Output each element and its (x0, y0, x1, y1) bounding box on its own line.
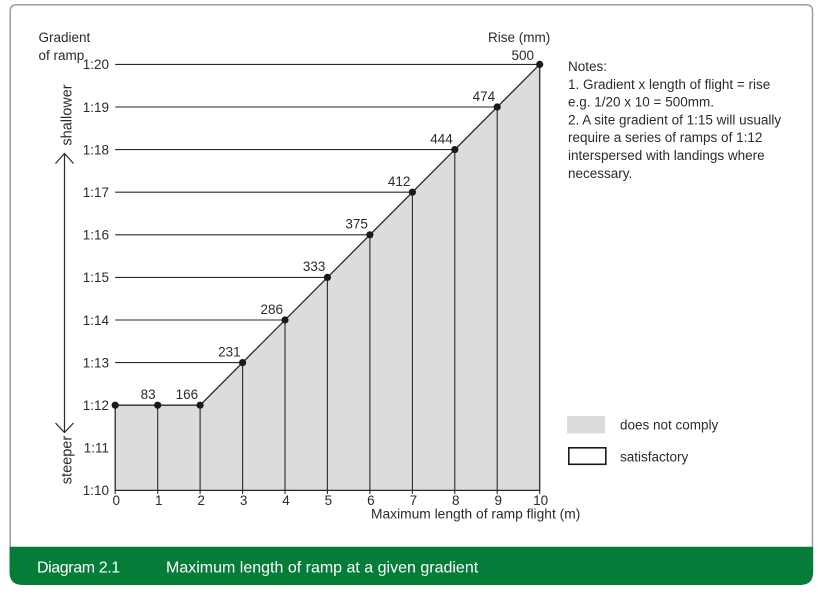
svg-text:Diagram 2.1: Diagram 2.1 (37, 560, 120, 577)
svg-text:83: 83 (141, 387, 156, 402)
svg-text:Notes:: Notes: (568, 59, 607, 74)
svg-text:8: 8 (452, 493, 460, 508)
svg-text:333: 333 (303, 259, 326, 274)
svg-text:1:11: 1:11 (84, 441, 109, 456)
svg-text:1:18: 1:18 (83, 142, 109, 157)
svg-text:steeper: steeper (60, 436, 76, 485)
svg-text:1:13: 1:13 (83, 355, 109, 370)
svg-text:Maximum length of ramp at a gi: Maximum length of ramp at a given gradie… (166, 560, 479, 577)
svg-text:1: 1 (155, 493, 163, 508)
svg-text:375: 375 (345, 217, 368, 232)
svg-text:1:14: 1:14 (83, 313, 110, 328)
svg-text:1:20: 1:20 (83, 57, 109, 72)
svg-text:Maximum length of ramp flight: Maximum length of ramp flight (m) (371, 507, 580, 522)
svg-text:satisfactory: satisfactory (620, 450, 689, 465)
svg-text:5: 5 (325, 493, 333, 508)
svg-text:2. A site gradient of 1:15 wi: 2. A site gradient of 1:15 will usually (568, 112, 781, 127)
svg-text:of ramp: of ramp (39, 48, 85, 63)
svg-text:231: 231 (218, 344, 241, 359)
svg-text:7: 7 (410, 493, 418, 508)
svg-text:1:19: 1:19 (83, 100, 109, 115)
svg-text:412: 412 (388, 174, 411, 189)
svg-text:0: 0 (112, 493, 120, 508)
svg-text:Rise (mm): Rise (mm) (488, 30, 550, 45)
svg-text:1:17: 1:17 (83, 185, 109, 200)
svg-text:10: 10 (533, 493, 548, 508)
svg-text:4: 4 (282, 493, 290, 508)
svg-text:require a series of ramps of 1: require a series of ramps of 1:12 (568, 130, 762, 145)
svg-text:1:16: 1:16 (83, 228, 109, 243)
svg-text:Gradient: Gradient (39, 30, 91, 45)
svg-text:166: 166 (176, 387, 199, 402)
svg-text:necessary.: necessary. (568, 166, 632, 181)
svg-text:500: 500 (511, 48, 534, 63)
svg-text:286: 286 (260, 302, 283, 317)
svg-text:474: 474 (473, 89, 496, 104)
svg-text:1:15: 1:15 (83, 270, 109, 285)
svg-text:shallower: shallower (60, 84, 76, 145)
svg-text:interspersed with landings whe: interspersed with landings where (568, 148, 765, 163)
svg-text:1:12: 1:12 (83, 398, 109, 413)
svg-text:6: 6 (367, 493, 375, 508)
svg-text:does not comply: does not comply (620, 418, 719, 433)
svg-text:9: 9 (494, 493, 502, 508)
svg-text:e.g. 1/20 x 10 = 500mm.: e.g. 1/20 x 10 = 500mm. (568, 95, 714, 110)
svg-text:444: 444 (430, 131, 453, 146)
svg-text:2: 2 (197, 493, 205, 508)
svg-text:1:10: 1:10 (83, 483, 109, 498)
svg-text:1. Gradient x length of flight: 1. Gradient x length of flight = rise (568, 77, 770, 92)
svg-text:3: 3 (240, 493, 248, 508)
